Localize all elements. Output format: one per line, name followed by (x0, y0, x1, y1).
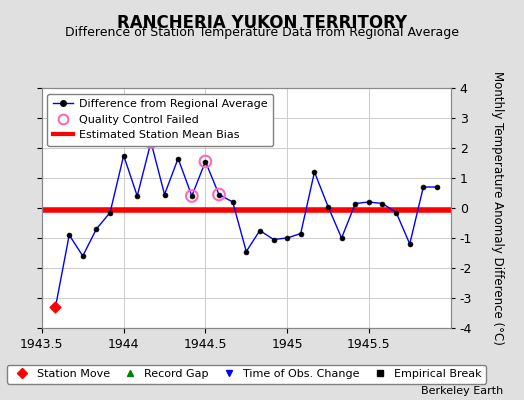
Point (147, 139, 155, 145)
Text: RANCHERIA YUKON TERRITORY: RANCHERIA YUKON TERRITORY (117, 14, 407, 32)
Text: Difference of Station Temperature Data from Regional Average: Difference of Station Temperature Data f… (65, 26, 459, 39)
Y-axis label: Monthly Temperature Anomaly Difference (°C): Monthly Temperature Anomaly Difference (… (492, 71, 505, 345)
Point (51, 304, 60, 310)
Text: Berkeley Earth: Berkeley Earth (421, 386, 503, 396)
Point (215, 191, 223, 198)
Legend: Station Move, Record Gap, Time of Obs. Change, Empirical Break: Station Move, Record Gap, Time of Obs. C… (6, 365, 486, 384)
Point (201, 158, 210, 165)
Point (188, 193, 196, 199)
